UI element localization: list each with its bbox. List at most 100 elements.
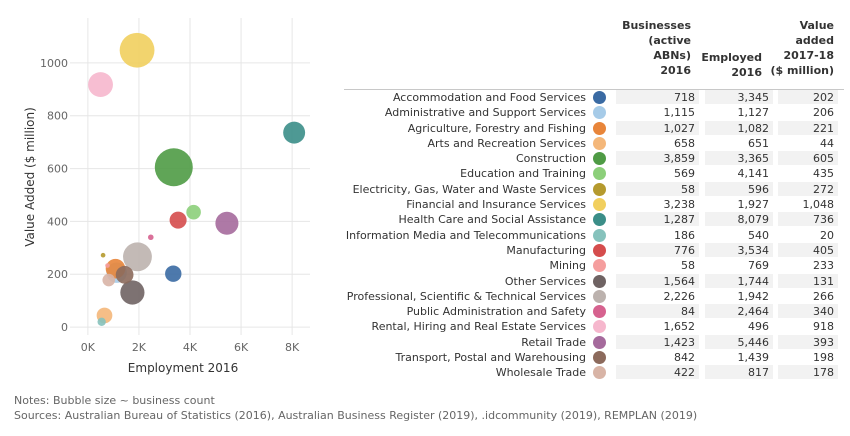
employed-cell: 496 bbox=[705, 319, 773, 334]
table-row: Retail Trade 1,423 5,446 393 bbox=[344, 334, 844, 350]
bubble bbox=[186, 204, 201, 220]
businesses-cell: 1,287 bbox=[616, 212, 699, 227]
value-added-cell: 221 bbox=[778, 120, 838, 135]
value-added-cell: 605 bbox=[778, 151, 838, 166]
x-tick-label: 6K bbox=[234, 341, 249, 354]
businesses-cell: 84 bbox=[616, 304, 699, 319]
y-tick-label: 0 bbox=[61, 321, 68, 334]
employed-cell: 651 bbox=[705, 135, 773, 150]
notes-line: Notes: Bubble size ~ business count bbox=[14, 394, 215, 407]
value-added-cell: 340 bbox=[778, 304, 838, 319]
y-tick-label: 400 bbox=[47, 215, 68, 228]
value-added-cell: 272 bbox=[778, 181, 838, 196]
x-tick-label: 4K bbox=[183, 341, 198, 354]
value-added-cell: 20 bbox=[778, 227, 838, 242]
legend-dot-icon bbox=[593, 351, 606, 365]
legend-dot-icon bbox=[593, 335, 606, 349]
employed-cell: 3,345 bbox=[705, 90, 773, 104]
bubble bbox=[97, 317, 106, 326]
employed-cell: 1,927 bbox=[705, 197, 773, 212]
value-added-cell: 44 bbox=[778, 135, 838, 150]
table-row: Electricity, Gas, Water and Waste Servic… bbox=[344, 181, 844, 197]
table-row: Transport, Postal and Warehousing 842 1,43… bbox=[344, 350, 844, 365]
employed-cell: 817 bbox=[705, 365, 773, 380]
businesses-cell: 776 bbox=[616, 242, 699, 257]
value-added-cell: 405 bbox=[778, 242, 838, 257]
legend-dot-icon bbox=[593, 106, 606, 120]
table-row: Rental, Hiring and Real Estate Services 1… bbox=[344, 319, 844, 334]
axis-ticks: 0K 2K 4K 6K 8K 0 200 400 600 800 1000 bbox=[40, 57, 300, 354]
businesses-cell: 1,564 bbox=[616, 273, 699, 288]
employed-cell: 8,079 bbox=[705, 212, 773, 227]
table-row: Arts and Recreation Services 658 651 44 bbox=[344, 135, 844, 151]
businesses-cell: 1,652 bbox=[616, 319, 699, 334]
businesses-cell: 3,238 bbox=[616, 197, 699, 212]
value-added-cell: 435 bbox=[778, 166, 838, 181]
table-row: Public Administration and Safety 84 2,464 3… bbox=[344, 304, 844, 319]
table-row: Professional, Scientific & Technical Ser… bbox=[344, 288, 844, 304]
bubble bbox=[169, 211, 187, 229]
industry-label: Public Administration and Safety bbox=[406, 305, 586, 319]
bubble bbox=[102, 273, 116, 287]
sources-line: Sources: Australian Bureau of Statistics… bbox=[14, 409, 698, 422]
x-tick-label: 8K bbox=[285, 341, 300, 354]
businesses-cell: 58 bbox=[616, 258, 699, 273]
industry-label: Education and Training bbox=[460, 167, 586, 181]
legend-dot-icon bbox=[593, 182, 606, 196]
bubble bbox=[115, 265, 134, 284]
table-row: Mining 58 769 233 bbox=[344, 258, 844, 273]
employed-cell: 540 bbox=[705, 227, 773, 242]
businesses-cell: 1,115 bbox=[616, 105, 699, 120]
industry-label: Professional, Scientific & Technical Ser… bbox=[346, 289, 586, 303]
value-added-cell: 233 bbox=[778, 258, 838, 273]
businesses-cell: 842 bbox=[616, 350, 699, 365]
employed-cell: 1,744 bbox=[705, 273, 773, 288]
employed-cell: 1,127 bbox=[705, 105, 773, 120]
value-added-cell: 1,048 bbox=[778, 197, 838, 212]
bubble bbox=[88, 72, 113, 98]
value-added-cell: 206 bbox=[778, 105, 838, 120]
x-axis-label: Employment 2016 bbox=[128, 361, 238, 375]
employed-cell: 5,446 bbox=[705, 334, 773, 349]
header-businesses: Businesses (active ABNs) 2016 bbox=[622, 19, 691, 77]
industry-label: Construction bbox=[515, 152, 586, 166]
businesses-cell: 569 bbox=[616, 166, 699, 181]
industry-label: Arts and Recreation Services bbox=[427, 136, 587, 150]
industry-label: Retail Trade bbox=[521, 335, 586, 349]
industry-label: Manufacturing bbox=[506, 243, 586, 257]
industry-label: Other Services bbox=[504, 274, 586, 288]
y-tick-label: 1000 bbox=[40, 57, 68, 70]
table-row: Construction 3,859 3,365 605 bbox=[344, 151, 844, 166]
header-employed: Employed 2016 bbox=[701, 51, 762, 79]
y-tick-label: 200 bbox=[47, 268, 68, 281]
employed-cell: 1,082 bbox=[705, 120, 773, 135]
businesses-cell: 186 bbox=[616, 227, 699, 242]
industry-label: Financial and Insurance Services bbox=[406, 198, 586, 212]
businesses-cell: 1,027 bbox=[616, 120, 699, 135]
table-row: Information Media and Telecommunications… bbox=[344, 227, 844, 243]
industry-label: Mining bbox=[549, 259, 586, 273]
legend-dot-icon bbox=[593, 152, 606, 166]
bubble bbox=[123, 242, 152, 272]
header-value-added: Value added 2017-18 ($ million) bbox=[770, 19, 834, 77]
industry-label: Health Care and Social Assistance bbox=[398, 213, 587, 227]
value-added-cell: 393 bbox=[778, 334, 838, 349]
table-row: Administrative and Support Services 1,115… bbox=[344, 105, 844, 120]
bubble bbox=[154, 148, 193, 187]
value-added-cell: 266 bbox=[778, 288, 838, 303]
table-row: Education and Training 569 4,141 435 bbox=[344, 166, 844, 181]
businesses-cell: 718 bbox=[616, 90, 699, 104]
x-tick-label: 0K bbox=[81, 341, 96, 354]
employed-cell: 3,534 bbox=[705, 242, 773, 257]
table-row: Accommodation and Food Services 718 3,345 2… bbox=[344, 90, 844, 105]
legend-dot-icon bbox=[593, 167, 606, 181]
employed-cell: 1,439 bbox=[705, 350, 773, 365]
legend-dot-icon bbox=[593, 274, 606, 288]
bubble-chart: 0K 2K 4K 6K 8K 0 200 400 600 800 1000 Employment 2… bbox=[23, 18, 310, 375]
industry-label: Accommodation and Food Services bbox=[392, 91, 586, 104]
table-body: Accommodation and Food Services 718 3,345 2… bbox=[344, 89, 844, 381]
legend-dot-icon bbox=[593, 198, 606, 212]
legend-dot-icon bbox=[593, 320, 606, 334]
value-added-cell: 202 bbox=[778, 90, 838, 104]
bubble bbox=[105, 263, 110, 268]
